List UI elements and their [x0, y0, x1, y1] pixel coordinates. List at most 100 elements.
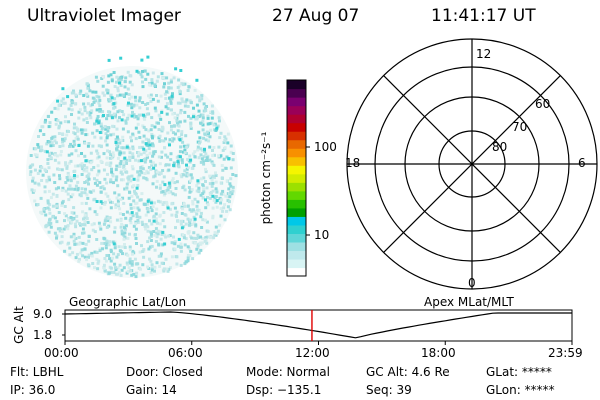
image-pixel: [106, 114, 110, 117]
image-pixel: [125, 170, 129, 174]
image-pixel: [136, 184, 140, 187]
image-pixel: [107, 254, 111, 257]
image-pixel: [199, 211, 203, 215]
image-pixel: [60, 168, 64, 172]
image-pixel: [66, 171, 70, 175]
image-pixel: [62, 101, 66, 105]
image-pixel: [103, 202, 107, 206]
image-pixel: [130, 194, 134, 198]
image-pixel: [150, 116, 154, 120]
image-pixel: [179, 90, 182, 94]
image-pixel: [218, 196, 222, 200]
image-pixel: [223, 139, 227, 142]
image-pixel: [126, 269, 130, 273]
colorbar-segment: [287, 122, 306, 132]
image-pixel: [63, 205, 67, 208]
image-pixel: [99, 186, 103, 190]
image-pixel: [117, 245, 121, 249]
image-pixel: [211, 110, 215, 114]
image-pixel: [134, 191, 138, 195]
image-pixel: [55, 234, 59, 238]
image-pixel: [138, 145, 142, 149]
image-pixel: [63, 137, 67, 141]
image-pixel-bright: [146, 199, 150, 203]
image-pixel: [175, 155, 179, 159]
image-pixel: [55, 202, 59, 206]
image-pixel: [98, 104, 102, 108]
image-pixel-bright: [114, 141, 118, 144]
image-pixel: [80, 248, 84, 252]
colorbar-segment: [287, 258, 306, 269]
image-pixel: [161, 127, 165, 131]
image-pixel-bright: [110, 96, 114, 100]
image-pixel: [192, 215, 196, 219]
image-pixel: [180, 97, 184, 101]
image-pixel: [143, 203, 147, 207]
image-pixel: [96, 79, 100, 83]
image-pixel: [103, 241, 107, 245]
image-pixel: [129, 74, 133, 78]
image-pixel: [169, 86, 173, 90]
image-pixel: [211, 214, 215, 218]
image-pixel: [97, 155, 101, 159]
image-pixel: [202, 188, 206, 191]
image-pixel: [95, 94, 99, 98]
image-pixel: [181, 161, 184, 165]
image-pixel-bright: [120, 118, 124, 122]
image-pixel: [204, 206, 208, 210]
image-pixel: [126, 103, 130, 107]
image-pixel: [130, 273, 134, 277]
image-pixel: [113, 191, 117, 195]
image-pixel: [98, 108, 102, 112]
image-pixel: [182, 202, 186, 206]
image-pixel: [214, 195, 218, 198]
image-pixel-bright: [163, 183, 167, 187]
image-pixel: [186, 173, 190, 177]
image-pixel: [99, 145, 103, 149]
image-pixel: [144, 103, 148, 106]
image-pixel: [183, 243, 187, 247]
image-pixel: [219, 181, 223, 185]
image-pixel: [118, 109, 122, 113]
image-pixel: [86, 196, 90, 200]
image-pixel: [157, 242, 161, 246]
image-pixel: [75, 174, 79, 178]
image-pixel: [96, 151, 100, 155]
image-pixel: [103, 200, 107, 204]
image-pixel: [186, 204, 190, 208]
image-pixel: [46, 201, 50, 205]
image-pixel: [219, 201, 223, 205]
image-pixel-bright: [180, 226, 184, 230]
image-pixel: [136, 122, 140, 126]
image-pixel: [83, 220, 87, 223]
image-pixel: [95, 183, 99, 187]
image-pixel: [41, 125, 45, 129]
image-pixel: [109, 259, 113, 263]
image-pixel: [104, 246, 108, 250]
image-pixel: [113, 230, 117, 234]
image-pixel: [81, 227, 85, 231]
image-pixel: [143, 224, 147, 228]
image-pixel: [125, 117, 129, 121]
image-pixel: [43, 190, 47, 194]
image-pixel: [165, 202, 169, 206]
image-pixel: [220, 164, 224, 167]
image-pixel: [85, 166, 89, 170]
image-pixel: [129, 135, 133, 139]
image-pixel: [39, 210, 43, 214]
image-pixel: [130, 165, 134, 169]
colorbar-gradient: [287, 80, 306, 277]
image-pixel: [174, 171, 178, 175]
image-pixel: [214, 225, 218, 229]
image-pixel: [67, 107, 71, 111]
image-pixel: [228, 200, 231, 204]
image-pixel: [111, 151, 115, 155]
image-pixel: [160, 72, 164, 76]
image-pixel: [61, 137, 64, 141]
image-pixel: [133, 257, 137, 261]
image-pixel: [97, 221, 101, 225]
image-pixel: [152, 152, 156, 156]
image-pixel: [74, 126, 78, 130]
image-pixel-bright: [112, 242, 116, 246]
image-pixel: [176, 101, 180, 105]
